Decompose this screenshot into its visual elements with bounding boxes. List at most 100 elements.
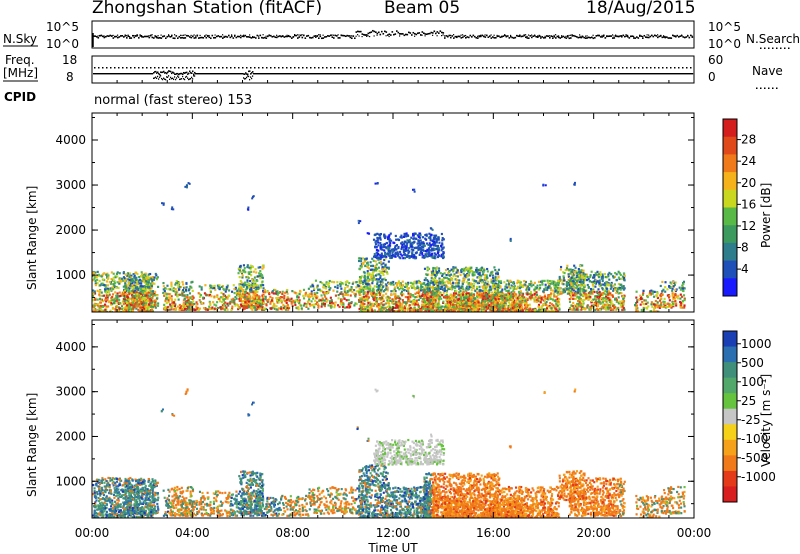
freq-point xyxy=(198,73,200,75)
scatter-cell xyxy=(174,298,177,301)
scatter-cell xyxy=(141,273,144,277)
scatter-cell xyxy=(215,304,218,307)
freq-point xyxy=(664,73,666,75)
scatter-cell xyxy=(191,304,194,307)
scatter-cell xyxy=(244,281,247,284)
freq-point xyxy=(248,70,250,73)
freq-point xyxy=(179,73,181,75)
scatter-cell xyxy=(407,241,410,244)
scatter-cell xyxy=(129,281,132,284)
nave-point xyxy=(170,67,172,69)
scatter-cell xyxy=(359,278,362,281)
scatter-cell xyxy=(369,301,372,304)
freq-point xyxy=(367,73,369,75)
freq-point xyxy=(630,73,632,75)
freq-point xyxy=(679,73,681,75)
scatter-cell xyxy=(387,237,390,241)
scatter-cell xyxy=(398,288,401,291)
scatter-cell xyxy=(146,308,150,311)
scatter-cell xyxy=(434,244,437,247)
freq-point xyxy=(606,73,608,75)
freq-point xyxy=(529,73,531,75)
scatter-cell xyxy=(375,293,378,297)
scatter-cell xyxy=(423,256,426,259)
scatter-cell xyxy=(395,295,398,298)
scatter-cell xyxy=(122,290,125,293)
freq-point xyxy=(399,73,401,75)
freq-point xyxy=(352,73,354,75)
scatter-cell xyxy=(415,246,418,249)
scatter-cell xyxy=(171,289,174,292)
scatter-cell xyxy=(359,285,362,288)
scatter-cell xyxy=(440,255,443,258)
freq-point xyxy=(533,73,535,75)
scatter-cell xyxy=(370,305,373,308)
scatter-cell xyxy=(321,297,324,300)
scatter-cell xyxy=(427,236,430,239)
freq-point xyxy=(136,73,138,75)
freq-point xyxy=(117,73,119,75)
nsearch-point xyxy=(459,35,461,38)
scatter-cell xyxy=(360,290,363,293)
scatter-cell xyxy=(127,301,130,304)
scatter-cell xyxy=(200,288,203,291)
scatter-cell xyxy=(244,290,247,294)
freq-point xyxy=(263,73,265,75)
scatter-cell xyxy=(476,291,479,295)
freq-point xyxy=(358,73,360,75)
scatter-cell xyxy=(285,308,288,311)
nsky-point xyxy=(336,35,338,37)
freq-point xyxy=(374,73,376,75)
scatter-cell xyxy=(305,304,308,307)
nsearch-point xyxy=(205,34,207,36)
scatter-cell xyxy=(318,288,321,291)
scatter-cell xyxy=(366,306,369,310)
scatter-cell xyxy=(410,245,413,248)
scatter-cell xyxy=(362,281,365,284)
scatter-cell xyxy=(314,299,317,302)
nave-point xyxy=(618,67,620,69)
freq-point xyxy=(686,73,688,75)
scatter-cell xyxy=(312,304,315,307)
scatter-cell xyxy=(357,257,361,260)
nsky-point xyxy=(493,37,496,39)
nsky-point xyxy=(604,37,607,39)
scatter-cell xyxy=(433,280,436,283)
nsearch-point xyxy=(460,34,462,36)
scatter-cell xyxy=(132,290,135,294)
scatter-cell xyxy=(381,266,384,269)
scatter-cell xyxy=(139,282,143,285)
scatter-cell xyxy=(434,296,437,300)
scatter-cell xyxy=(418,243,421,246)
nsky-point xyxy=(127,35,130,38)
scatter-cell xyxy=(146,286,149,289)
freq-point xyxy=(238,73,240,75)
scatter-cell xyxy=(421,236,424,239)
scatter-cell xyxy=(316,301,319,304)
scatter-cell xyxy=(311,303,314,307)
scatter-cell xyxy=(408,255,412,258)
freq-point xyxy=(341,73,343,75)
scatter-cell xyxy=(165,301,168,305)
nsky-point xyxy=(207,35,209,37)
scatter-cell xyxy=(139,305,142,308)
freq-point xyxy=(617,73,619,75)
scatter-cell xyxy=(353,304,356,307)
freq-point xyxy=(458,73,460,75)
scatter-cell xyxy=(417,298,420,302)
scatter-cell xyxy=(424,255,427,258)
scatter-cell xyxy=(104,308,107,311)
scatter-cell xyxy=(395,284,399,287)
nsearch-point xyxy=(234,35,236,37)
scatter-cell xyxy=(325,297,328,300)
scatter-cell xyxy=(377,258,380,261)
scatter-cell xyxy=(154,300,157,304)
scatter-cell xyxy=(405,235,408,238)
scatter-cell xyxy=(435,247,438,251)
scatter-cell xyxy=(146,278,150,281)
scatter-cell xyxy=(427,300,430,303)
scatter-cell xyxy=(380,289,383,292)
freq-point xyxy=(402,73,404,75)
scatter-cell xyxy=(183,297,186,300)
freq-point xyxy=(182,73,184,76)
